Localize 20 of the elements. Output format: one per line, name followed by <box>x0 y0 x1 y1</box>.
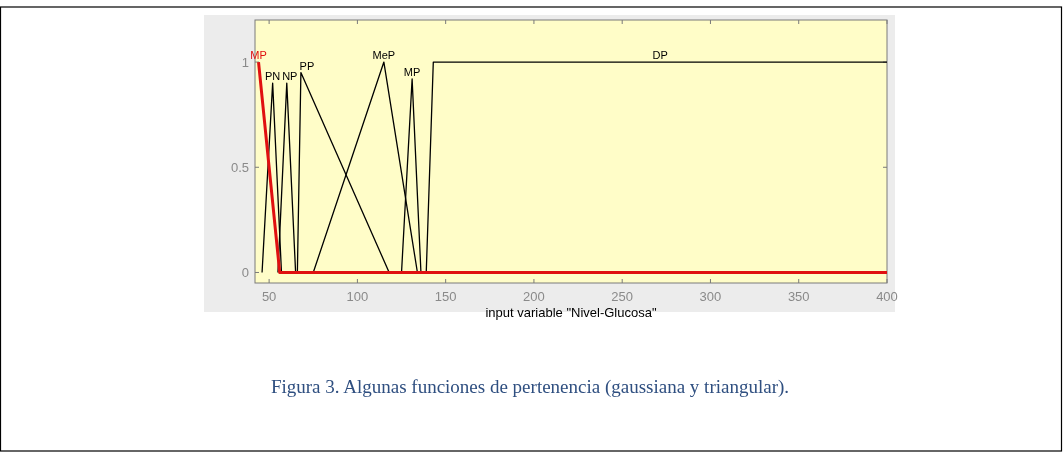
x-tick-label: 50 <box>261 289 277 304</box>
x-tick-label: 200 <box>523 289 545 304</box>
series-label: MP <box>250 49 267 62</box>
text: Figura 3. Algunas funciones de pertenencia (gaussiana y triangular). <box>270 376 790 398</box>
y-tick-label: 0.5 <box>230 159 249 175</box>
x-tick-label: 400 <box>876 289 898 304</box>
x-tick-label: 250 <box>611 289 634 304</box>
x-tick-label: 100 <box>346 289 369 304</box>
x-axis-title: input variable "Nivel-Glucosa" <box>485 305 657 320</box>
series-label: PP <box>299 59 315 72</box>
x-tick-label: 350 <box>787 289 810 304</box>
x-tick-label: 150 <box>434 289 457 304</box>
series-label: PN <box>265 70 281 83</box>
y-tick-label: 0 <box>241 264 249 280</box>
series-label: NP <box>282 70 298 83</box>
y-tick-label: 1 <box>241 54 249 70</box>
series-label: MP <box>403 65 421 78</box>
series-label: DP <box>652 49 668 62</box>
series-label: MeP <box>372 49 396 62</box>
x-tick-label: 300 <box>699 289 722 304</box>
